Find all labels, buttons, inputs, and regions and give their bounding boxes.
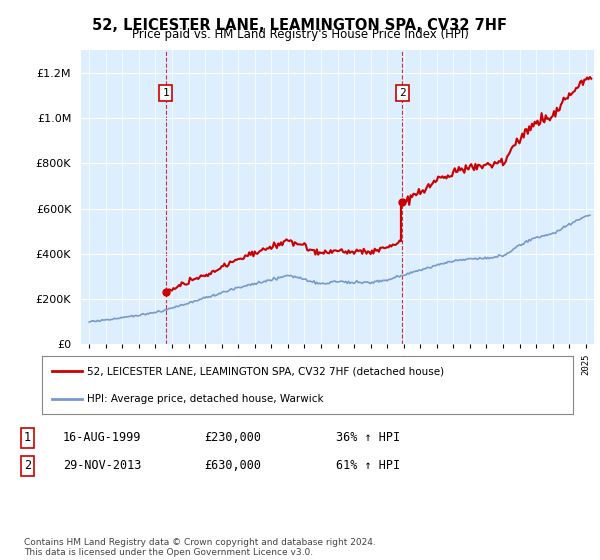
Text: 61% ↑ HPI: 61% ↑ HPI [336,459,400,473]
Text: £630,000: £630,000 [204,459,261,473]
Text: 36% ↑ HPI: 36% ↑ HPI [336,431,400,445]
Text: Contains HM Land Registry data © Crown copyright and database right 2024.
This d: Contains HM Land Registry data © Crown c… [24,538,376,557]
Text: 1: 1 [163,88,169,98]
Text: HPI: Average price, detached house, Warwick: HPI: Average price, detached house, Warw… [87,394,324,404]
Text: 2: 2 [399,88,406,98]
Text: 1: 1 [24,431,31,445]
Text: 29-NOV-2013: 29-NOV-2013 [63,459,142,473]
Text: 52, LEICESTER LANE, LEAMINGTON SPA, CV32 7HF (detached house): 52, LEICESTER LANE, LEAMINGTON SPA, CV32… [87,366,444,376]
Text: £230,000: £230,000 [204,431,261,445]
Text: 52, LEICESTER LANE, LEAMINGTON SPA, CV32 7HF: 52, LEICESTER LANE, LEAMINGTON SPA, CV32… [92,18,508,33]
Text: 2: 2 [24,459,31,473]
Text: 16-AUG-1999: 16-AUG-1999 [63,431,142,445]
Text: Price paid vs. HM Land Registry's House Price Index (HPI): Price paid vs. HM Land Registry's House … [131,28,469,41]
